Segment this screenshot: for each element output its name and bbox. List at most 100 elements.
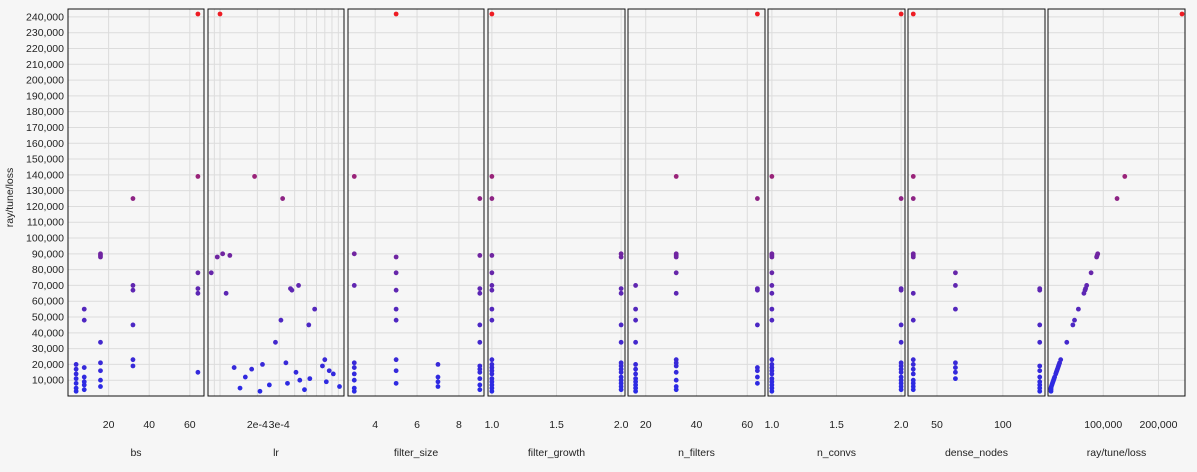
data-point bbox=[910, 290, 916, 296]
data-point bbox=[242, 374, 248, 380]
x-tick-label: 100,000 bbox=[1084, 419, 1122, 431]
panel-frame bbox=[207, 8, 345, 397]
data-point bbox=[953, 270, 958, 276]
data-point bbox=[754, 368, 760, 374]
data-point bbox=[252, 174, 257, 179]
y-tick-label: 110,000 bbox=[27, 217, 64, 229]
data-point bbox=[81, 387, 87, 393]
data-point bbox=[208, 270, 214, 276]
panel-frame bbox=[487, 8, 626, 397]
data-point bbox=[489, 371, 495, 377]
x-tick-label: 2.0 bbox=[614, 419, 629, 431]
data-point bbox=[214, 254, 220, 260]
data-point bbox=[297, 377, 303, 383]
data-point bbox=[393, 11, 399, 17]
data-point bbox=[769, 283, 775, 288]
data-point bbox=[618, 322, 624, 328]
data-point bbox=[307, 376, 313, 382]
data-point bbox=[351, 388, 357, 394]
data-point bbox=[477, 196, 483, 201]
panel-0: 20 40 60 bs bbox=[67, 8, 205, 459]
data-point bbox=[351, 251, 357, 257]
data-point bbox=[351, 371, 357, 377]
x-tick-label: 50 bbox=[931, 419, 943, 431]
y-axis-ticks: 10,000 20,000 30,000 40,000 50,000 60,000 70,0… bbox=[26, 11, 64, 386]
data-point bbox=[435, 384, 441, 389]
data-point bbox=[489, 306, 495, 312]
data-point bbox=[351, 360, 357, 366]
data-point bbox=[769, 254, 775, 260]
data-point bbox=[910, 11, 916, 17]
data-point bbox=[754, 380, 760, 386]
data-point bbox=[351, 174, 357, 179]
data-point bbox=[898, 369, 904, 375]
data-point bbox=[351, 365, 357, 370]
data-point bbox=[337, 384, 342, 389]
x-tick-label: 2.0 bbox=[894, 419, 909, 431]
data-point bbox=[910, 366, 916, 372]
data-point bbox=[618, 254, 624, 260]
data-point bbox=[618, 369, 624, 375]
y-tick-label: 30,000 bbox=[32, 343, 64, 355]
data-point bbox=[1048, 388, 1054, 394]
data-point bbox=[754, 374, 760, 380]
data-point bbox=[98, 368, 103, 374]
panel-frame bbox=[347, 8, 485, 397]
data-point bbox=[73, 362, 79, 367]
data-point bbox=[1037, 287, 1043, 293]
panel-frame bbox=[907, 8, 1046, 397]
data-point bbox=[769, 317, 775, 323]
data-point bbox=[435, 379, 441, 385]
y-tick-label: 220,000 bbox=[26, 43, 64, 55]
data-point bbox=[1037, 374, 1043, 380]
data-point bbox=[393, 306, 399, 312]
data-point bbox=[769, 306, 775, 312]
x-tick-label: 40 bbox=[143, 419, 155, 431]
x-tick-label: 2e-4 bbox=[247, 419, 268, 431]
data-point bbox=[73, 376, 79, 382]
y-tick-label: 80,000 bbox=[32, 264, 64, 276]
data-point bbox=[673, 363, 679, 369]
data-point bbox=[673, 387, 679, 393]
data-point bbox=[283, 360, 289, 366]
data-point bbox=[393, 254, 399, 260]
panel-3: 1.0 1.5 2.0 filter_growth bbox=[485, 8, 629, 459]
panel-5: 1.0 1.5 2.0 n_convs bbox=[765, 8, 909, 459]
data-point bbox=[195, 369, 201, 375]
data-point bbox=[754, 196, 760, 201]
data-point bbox=[769, 371, 775, 377]
data-point bbox=[293, 369, 299, 375]
data-point bbox=[312, 306, 318, 312]
data-point bbox=[1114, 196, 1120, 201]
data-point bbox=[489, 174, 495, 179]
y-tick-label: 150,000 bbox=[26, 154, 64, 166]
data-point bbox=[98, 254, 103, 260]
y-tick-label: 40,000 bbox=[32, 327, 64, 339]
data-point bbox=[633, 371, 639, 377]
panel-frame bbox=[767, 8, 906, 397]
data-point bbox=[195, 290, 201, 296]
y-tick-label: 140,000 bbox=[26, 169, 64, 181]
data-point bbox=[489, 388, 495, 394]
data-point bbox=[231, 365, 237, 370]
y-tick-label: 10,000 bbox=[32, 375, 64, 387]
data-point bbox=[257, 388, 263, 394]
data-point bbox=[910, 371, 916, 377]
y-tick-label: 100,000 bbox=[26, 233, 64, 245]
data-point bbox=[489, 196, 495, 201]
data-point bbox=[81, 306, 87, 312]
data-point bbox=[393, 317, 399, 323]
data-point bbox=[633, 388, 639, 394]
data-point bbox=[953, 365, 958, 370]
data-point bbox=[322, 357, 328, 363]
data-point bbox=[351, 283, 357, 288]
data-point bbox=[910, 387, 916, 393]
data-point bbox=[1122, 174, 1128, 179]
y-tick-label: 230,000 bbox=[26, 27, 64, 39]
y-tick-label: 120,000 bbox=[26, 201, 64, 213]
data-point bbox=[910, 254, 916, 260]
data-point bbox=[489, 253, 495, 258]
data-point bbox=[260, 362, 265, 367]
y-tick-label: 200,000 bbox=[26, 75, 64, 87]
panel-frame bbox=[1047, 8, 1186, 397]
